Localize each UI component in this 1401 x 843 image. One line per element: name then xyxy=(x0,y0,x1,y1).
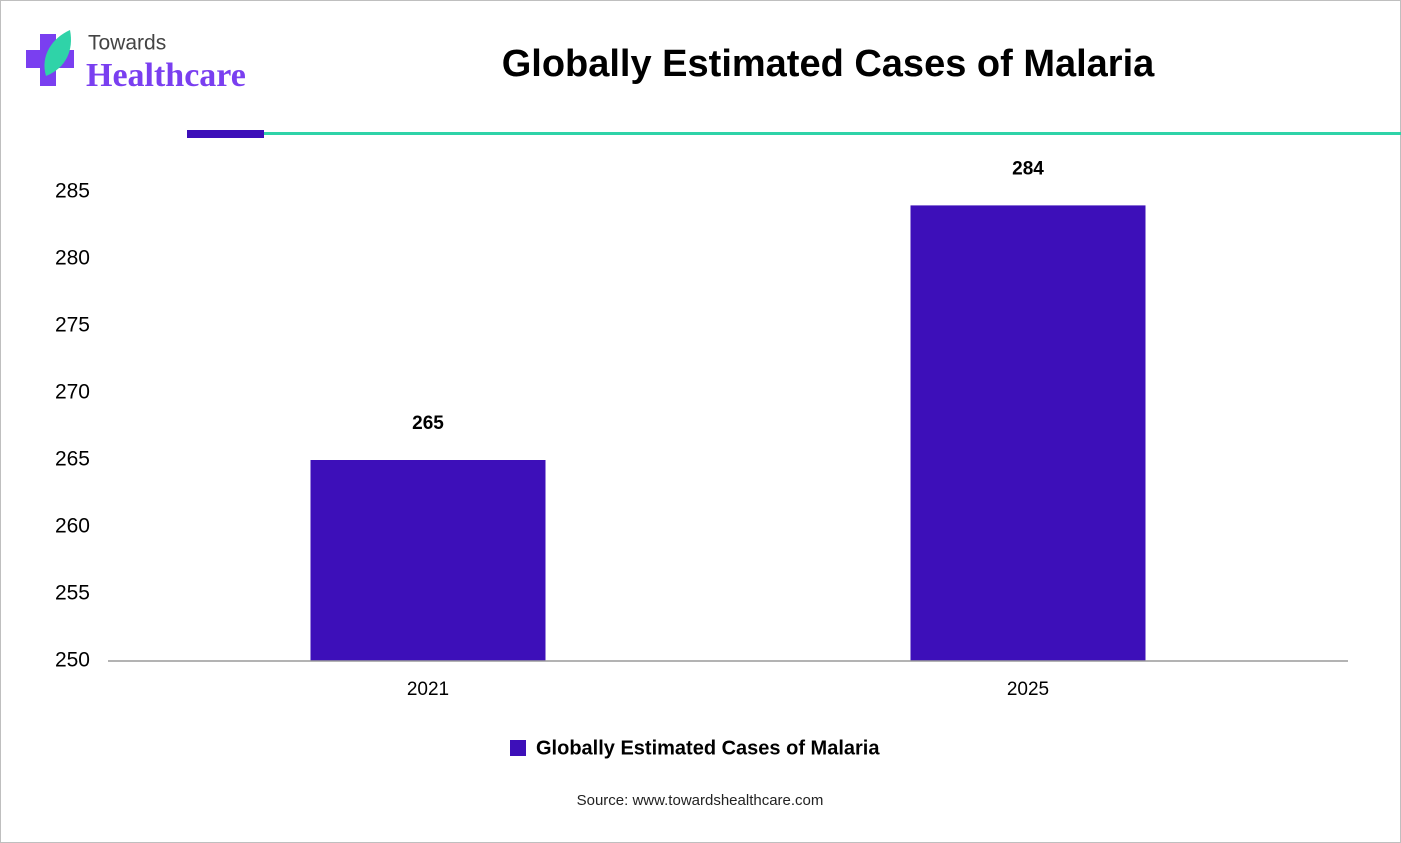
header-accent xyxy=(187,130,264,138)
data-label: 284 xyxy=(1012,158,1044,179)
bar xyxy=(310,460,546,661)
y-tick-label: 255 xyxy=(55,582,90,605)
data-label: 265 xyxy=(412,413,444,434)
logo-text: Towards xyxy=(88,32,166,55)
y-tick-label: 285 xyxy=(55,180,90,203)
x-tick-label: 2021 xyxy=(407,679,449,700)
y-tick-label: 275 xyxy=(55,314,90,337)
bar xyxy=(910,205,1146,661)
logo-leaf xyxy=(44,30,71,76)
legend-label: Globally Estimated Cases of Malaria xyxy=(536,737,880,759)
y-tick-label: 270 xyxy=(55,381,90,404)
header-line xyxy=(264,132,1401,135)
y-tick-label: 250 xyxy=(55,649,90,672)
logo-text: Healthcare xyxy=(86,57,246,94)
logo: Towards Healthcare xyxy=(26,30,246,94)
legend-swatch xyxy=(510,740,526,756)
x-tick-label: 2025 xyxy=(1007,679,1049,700)
source: Source: www.towardshealthcare.com xyxy=(577,792,824,809)
y-tick-label: 260 xyxy=(55,515,90,538)
y-tick-label: 265 xyxy=(55,448,90,471)
chart-title: Globally Estimated Cases of Malaria xyxy=(502,43,1155,85)
y-tick-label: 280 xyxy=(55,247,90,270)
